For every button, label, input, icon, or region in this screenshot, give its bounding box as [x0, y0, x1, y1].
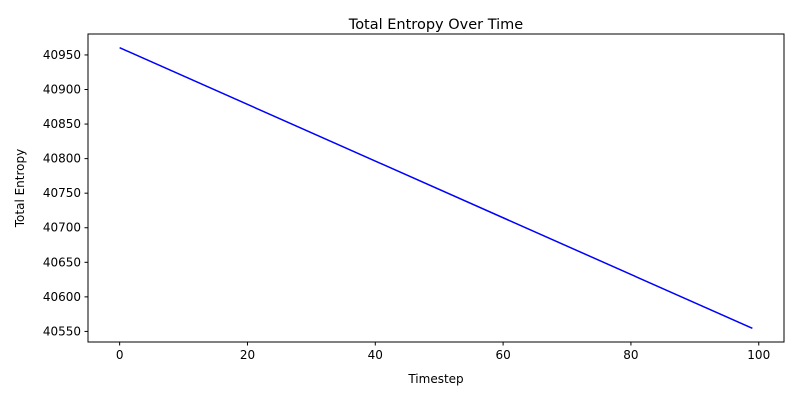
x-tick-label: 60 [495, 348, 510, 362]
y-tick-label: 40800 [43, 152, 81, 166]
y-tick-label: 40550 [43, 324, 81, 338]
x-axis-label: Timestep [407, 372, 463, 386]
plot-frame [87, 33, 785, 343]
chart-title: Total Entropy Over Time [348, 17, 523, 33]
y-tick-label: 40750 [43, 186, 81, 200]
y-tick-label: 40850 [43, 117, 81, 131]
y-axis-label: Total Entropy [13, 149, 27, 228]
x-tick-label: 20 [240, 348, 255, 362]
series-line [119, 47, 753, 329]
x-tick-label: 100 [747, 348, 770, 362]
y-tick-label: 40600 [43, 290, 81, 304]
x-tick-label: 40 [368, 348, 383, 362]
y-tick-label: 40700 [43, 221, 81, 235]
y-tick-label: 40650 [43, 255, 81, 269]
y-tick-label: 40950 [43, 48, 81, 62]
x-tick-label: 0 [116, 348, 124, 362]
x-tick-label: 80 [623, 348, 638, 362]
y-tick-label: 40900 [43, 83, 81, 97]
